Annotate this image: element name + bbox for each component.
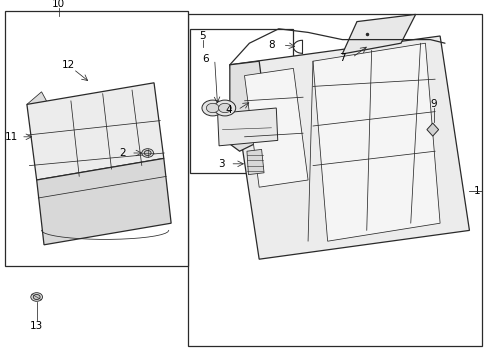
Text: 5: 5 <box>199 31 206 41</box>
Bar <box>189 29 293 173</box>
Polygon shape <box>27 92 46 110</box>
Bar <box>5 11 188 266</box>
Text: 3: 3 <box>218 159 224 169</box>
Circle shape <box>218 103 231 113</box>
Polygon shape <box>37 158 171 245</box>
Circle shape <box>202 100 223 116</box>
Text: 4: 4 <box>225 105 232 115</box>
Circle shape <box>214 100 235 116</box>
Circle shape <box>33 294 40 300</box>
Polygon shape <box>229 36 468 259</box>
Bar <box>188 14 481 346</box>
Circle shape <box>206 103 219 113</box>
Text: 6: 6 <box>202 54 208 64</box>
Text: 10: 10 <box>52 0 65 9</box>
Text: 8: 8 <box>267 40 274 50</box>
Text: 12: 12 <box>61 60 75 70</box>
Polygon shape <box>342 14 415 54</box>
Text: 11: 11 <box>4 132 18 142</box>
Polygon shape <box>246 149 264 175</box>
Polygon shape <box>229 61 268 151</box>
Circle shape <box>31 293 42 301</box>
Text: 9: 9 <box>429 99 436 109</box>
Polygon shape <box>312 43 439 241</box>
Polygon shape <box>27 83 163 180</box>
Circle shape <box>142 149 153 157</box>
Polygon shape <box>217 108 277 146</box>
Text: 2: 2 <box>119 148 125 158</box>
Polygon shape <box>244 68 307 187</box>
Circle shape <box>144 150 151 156</box>
Text: 1: 1 <box>472 186 479 196</box>
Text: 7: 7 <box>338 53 345 63</box>
Polygon shape <box>426 123 438 136</box>
Text: 13: 13 <box>30 321 43 331</box>
